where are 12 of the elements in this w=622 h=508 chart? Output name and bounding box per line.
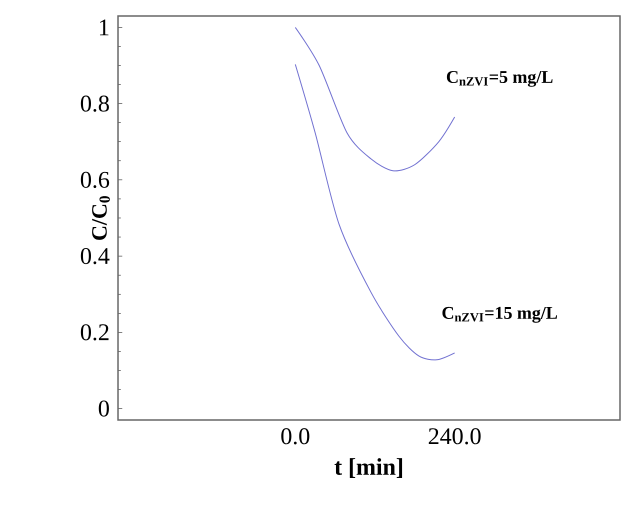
y-tick-label: 0.8 — [80, 96, 109, 112]
series-label: C$_{nZVI}$=15 mg/L — [442, 306, 558, 323]
x-tick-label: 0.0 — [281, 428, 310, 444]
y-tick-label: 0.2 — [80, 324, 109, 340]
y-axis-title: C/C$_{0}$ — [92, 196, 110, 240]
x-axis-title: t [min] — [334, 458, 402, 478]
series-label: C$_{nZVI}$=5 mg/L — [446, 70, 553, 87]
y-tick-label: 0.4 — [80, 248, 110, 264]
y-tick-label: 0.6 — [80, 172, 110, 188]
y-tick-label: 1 — [100, 20, 108, 36]
y-tick-label: 0 — [98, 400, 109, 417]
x-tick-label: 240.0 — [428, 428, 481, 444]
